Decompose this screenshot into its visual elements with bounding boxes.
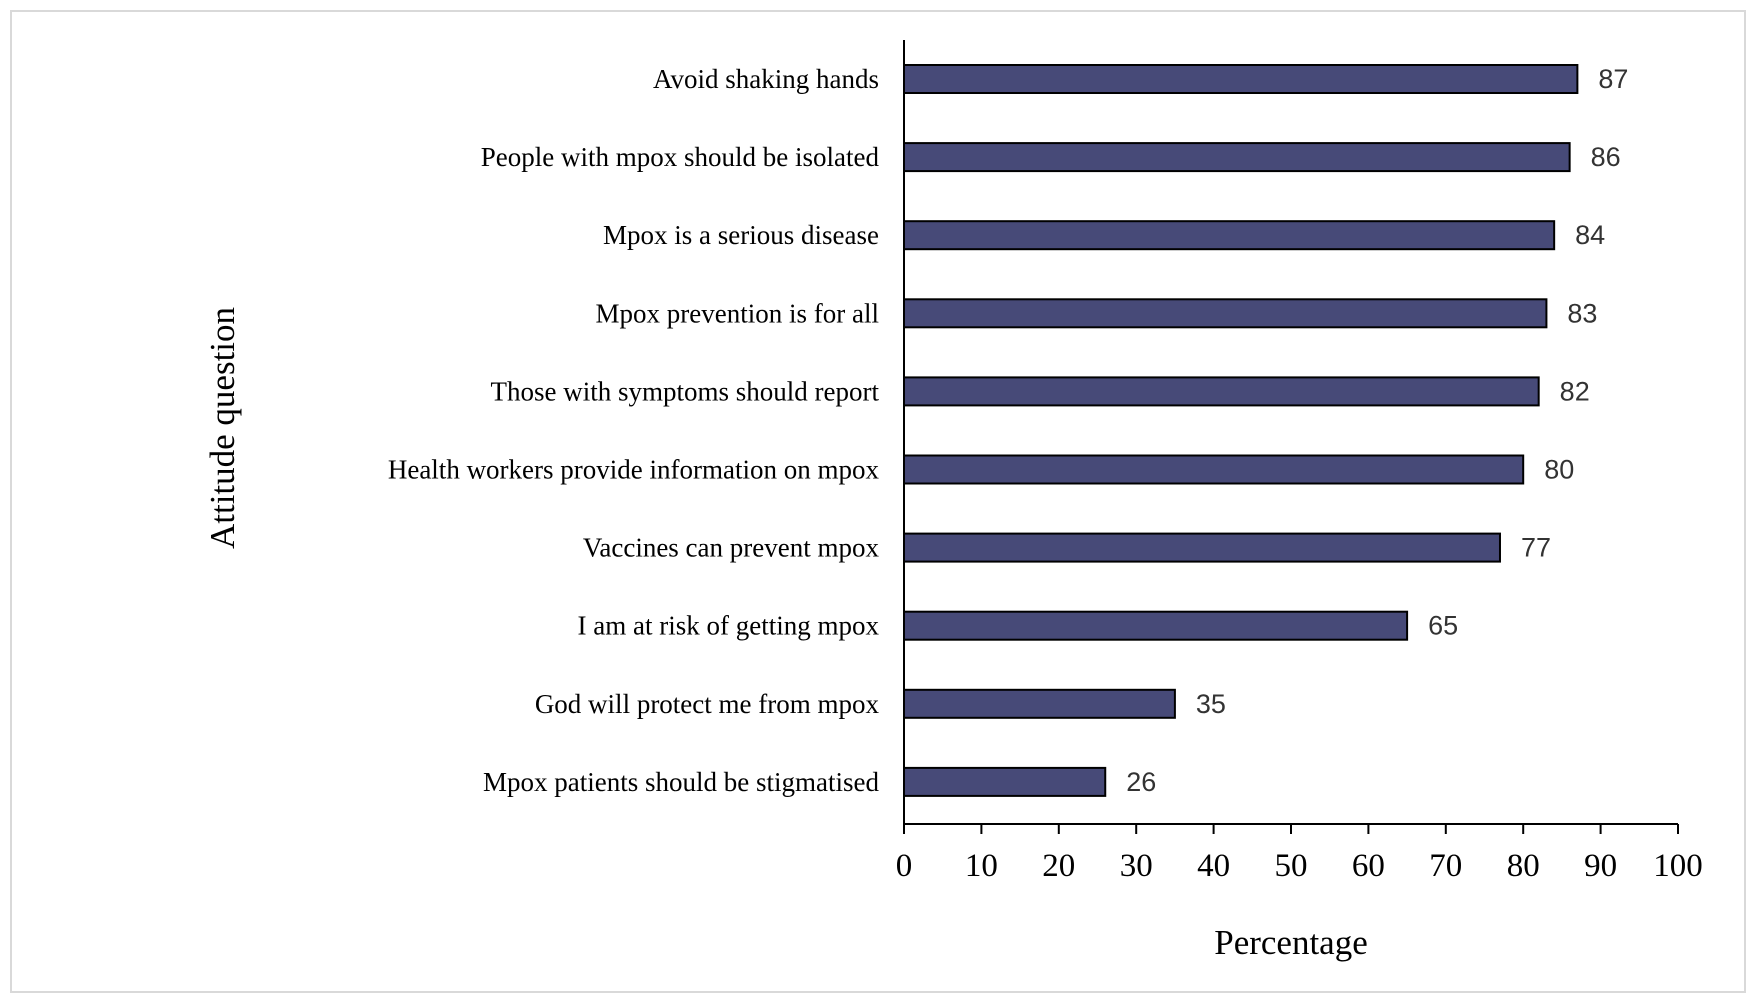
data-label: 77 <box>1521 533 1551 563</box>
category-label: God will protect me from mpox <box>535 689 880 719</box>
data-label: 65 <box>1428 611 1458 641</box>
x-tick-label: 100 <box>1653 848 1703 884</box>
x-axis-ticks: 0 10 20 30 40 50 60 70 80 90 100 <box>896 824 1703 884</box>
x-tick-label: 50 <box>1275 848 1308 884</box>
x-tick-label: 0 <box>896 848 913 884</box>
bar <box>903 298 1548 329</box>
data-label: 26 <box>1126 767 1156 797</box>
category-label: Health workers provide information on mp… <box>388 455 880 485</box>
category-label: Vaccines can prevent mpox <box>583 533 880 563</box>
bar <box>903 142 1571 173</box>
x-tick-label: 60 <box>1352 848 1385 884</box>
category-label: Mpox patients should be stigmatised <box>483 767 879 797</box>
bar <box>903 688 1176 719</box>
bar <box>903 532 1501 563</box>
bar-chart: Avoid shaking hands People with mpox shou… <box>203 40 1703 962</box>
data-label: 86 <box>1591 142 1621 172</box>
chart-frame: Avoid shaking hands People with mpox shou… <box>10 10 1746 993</box>
bars-layer <box>903 64 1579 797</box>
bar <box>903 64 1579 94</box>
data-label: 80 <box>1544 455 1574 485</box>
data-label: 82 <box>1560 376 1590 406</box>
category-label: Mpox prevention is for all <box>596 298 879 328</box>
bar <box>903 766 1107 797</box>
x-tick-label: 40 <box>1197 848 1230 884</box>
x-tick-label: 10 <box>965 848 998 884</box>
category-label: Mpox is a serious disease <box>603 220 879 250</box>
data-label: 83 <box>1567 298 1597 328</box>
bar <box>903 376 1540 407</box>
x-axis-title: Percentage <box>1214 923 1368 962</box>
bar <box>903 610 1409 641</box>
category-label: Avoid shaking hands <box>653 64 879 94</box>
data-label: 84 <box>1575 220 1605 250</box>
x-tick-label: 90 <box>1584 848 1617 884</box>
category-labels: Avoid shaking hands People with mpox shou… <box>388 64 880 797</box>
category-label: People with mpox should be isolated <box>481 142 880 172</box>
y-axis-title: Attitude question <box>203 307 242 549</box>
data-label: 87 <box>1598 64 1628 94</box>
category-label: Those with symptoms should report <box>491 376 880 406</box>
x-tick-label: 20 <box>1042 848 1075 884</box>
category-label: I am at risk of getting mpox <box>578 611 880 641</box>
bar <box>903 454 1525 485</box>
data-label: 35 <box>1196 689 1226 719</box>
data-labels: 87 86 84 83 82 80 77 65 35 26 <box>1126 64 1628 797</box>
x-tick-label: 80 <box>1507 848 1540 884</box>
x-tick-label: 70 <box>1429 848 1462 884</box>
bar <box>903 220 1556 251</box>
x-tick-label: 30 <box>1120 848 1153 884</box>
